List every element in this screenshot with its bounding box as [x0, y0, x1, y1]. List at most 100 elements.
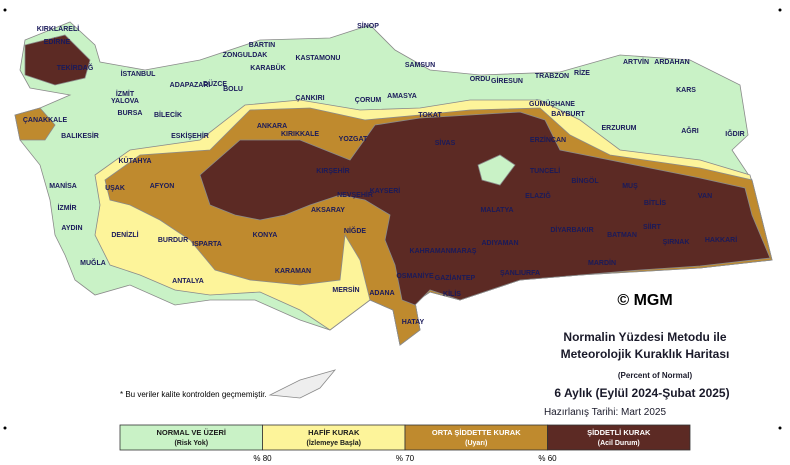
- city-label: MALATYA: [480, 207, 513, 214]
- city-label: VAN: [698, 193, 712, 200]
- city-label: İSTANBUL: [121, 70, 157, 78]
- city-label: BİNGÖL: [571, 176, 599, 185]
- city-label: ORDU: [470, 76, 491, 83]
- city-label: KAYSERİ: [370, 187, 401, 195]
- city-label: AFYON: [150, 183, 175, 190]
- city-label: GÜMÜŞHANE: [529, 99, 575, 108]
- city-label: BURSA: [118, 110, 143, 117]
- city-label: AKSARAY: [311, 207, 345, 214]
- city-label: TRABZON: [535, 73, 569, 80]
- city-label: BOLU: [223, 86, 243, 93]
- city-label: BARTIN: [249, 42, 275, 49]
- city-label: TUNCELİ: [530, 167, 560, 175]
- city-label: İZMİT: [116, 90, 135, 98]
- city-label: KIRKLARELİ: [37, 25, 79, 33]
- city-label: ADIYAMAN: [481, 240, 518, 247]
- city-label: KAHRAMANMARAŞ: [410, 248, 477, 255]
- city-label: ADANA: [369, 290, 394, 297]
- city-label: ANTALYA: [172, 278, 204, 285]
- city-label: BURDUR: [158, 237, 188, 244]
- city-label: KARAMAN: [275, 268, 311, 275]
- city-label: SAMSUN: [405, 62, 435, 69]
- legend-label: ŞİDDETLİ KURAK: [587, 428, 651, 437]
- prepared-date: Hazırlanış Tarihi: Mart 2025: [544, 407, 667, 418]
- period: 6 Aylık (Eylül 2024-Şubat 2025): [554, 386, 729, 400]
- city-label: DİYARBAKIR: [550, 226, 593, 234]
- city-label: HATAY: [402, 319, 425, 326]
- region-normal: [477, 154, 516, 186]
- city-label: KÜTAHYA: [118, 156, 151, 165]
- legend: NORMAL VE ÜZERİ (Risk Yok) HAFİF KURAK (İzl…: [119, 424, 691, 463]
- city-label: ÇANAKKALE: [23, 117, 68, 124]
- title: Normalin Yüzdesi Metodu ile: [563, 330, 726, 344]
- city-label: ELAZIĞ: [525, 191, 551, 200]
- legend-threshold: % 70: [396, 454, 415, 463]
- legend-threshold: % 60: [538, 454, 557, 463]
- city-label: ARTVİN: [623, 58, 649, 66]
- city-label: HAKKARİ: [705, 236, 737, 244]
- city-label: KİLİS: [443, 290, 461, 298]
- legend-label: NORMAL VE ÜZERİ: [157, 428, 226, 437]
- city-label: YOZGAT: [339, 136, 368, 143]
- city-label: BİLECİK: [154, 111, 182, 119]
- city-label: AĞRI: [681, 126, 699, 135]
- legend-sublabel: (Risk Yok): [174, 440, 208, 447]
- city-label: GAZİANTEP: [435, 274, 476, 282]
- city-label: ANKARA: [257, 123, 287, 130]
- city-label: MERSİN: [332, 286, 359, 294]
- city-label: OSMANİYE: [396, 272, 434, 280]
- city-label: DENİZLİ: [111, 231, 138, 239]
- city-label: MUŞ: [622, 183, 638, 190]
- region-severe: [24, 34, 91, 86]
- city-label: ERZURUM: [602, 125, 637, 132]
- city-label: RİZE: [574, 69, 590, 77]
- city-label: ISPARTA: [192, 241, 222, 248]
- legend-swatch: [547, 424, 691, 451]
- city-label: BALIKESİR: [61, 132, 99, 140]
- city-label: ERZİNCAN: [530, 136, 566, 144]
- city-label: KIRIKKALE: [281, 131, 319, 138]
- legend-sublabel: (İzlemeye Başla): [307, 439, 361, 447]
- city-label: ADAPAZARI: [170, 82, 211, 89]
- legend-label: ORTA ŞİDDETTE KURAK: [432, 428, 521, 437]
- map: [14, 21, 773, 399]
- city-label: ZONGULDAK: [223, 52, 268, 59]
- city-label: SİİRT: [643, 223, 662, 231]
- city-label: ÇANKIRI: [295, 95, 324, 102]
- city-label: IĞDIR: [725, 129, 744, 138]
- legend-swatch: [404, 424, 548, 451]
- legend-swatch: [119, 424, 263, 451]
- city-label: KONYA: [253, 232, 278, 239]
- region-moderate: [14, 107, 56, 141]
- city-label: BİTLİS: [644, 199, 666, 207]
- city-label: MARDİN: [588, 259, 616, 267]
- city-labels: KIRKLARELİ EDİRNE TEKİRDAĞ İSTANBUL SİNOP BAR…: [23, 22, 745, 326]
- city-label: NEVŞEHİR: [337, 191, 373, 199]
- city-label: ŞIRNAK: [663, 239, 690, 246]
- legend-threshold: % 80: [253, 454, 272, 463]
- city-label: SİVAS: [435, 139, 456, 147]
- city-label: DÜZCE: [203, 79, 227, 88]
- city-label: UŞAK: [105, 185, 125, 192]
- legend-swatch: [262, 424, 406, 451]
- city-label: BATMAN: [607, 232, 637, 239]
- city-label: KIRŞEHİR: [316, 167, 349, 175]
- region-severe: [199, 111, 771, 306]
- city-label: KARABÜK: [250, 63, 285, 72]
- city-label: TEKİRDAĞ: [57, 63, 94, 72]
- city-label: TOKAT: [418, 112, 442, 119]
- city-label: NİĞDE: [344, 226, 367, 235]
- city-label: BAYBURT: [551, 111, 585, 118]
- city-label: KASTAMONU: [296, 55, 341, 62]
- watermark: © MGM: [617, 292, 672, 309]
- subtitle: (Percent of Normal): [618, 371, 693, 380]
- city-label: AYDIN: [61, 225, 82, 232]
- city-label: YALOVA: [111, 98, 139, 105]
- city-label: KARS: [676, 87, 696, 94]
- city-label: ÇORUM: [355, 97, 382, 104]
- city-label: MANİSA: [49, 182, 77, 190]
- city-label: ŞANLIURFA: [500, 270, 540, 277]
- title: Meteorolojik Kuraklık Haritası: [561, 347, 730, 361]
- city-label: ESKİŞEHİR: [171, 132, 209, 140]
